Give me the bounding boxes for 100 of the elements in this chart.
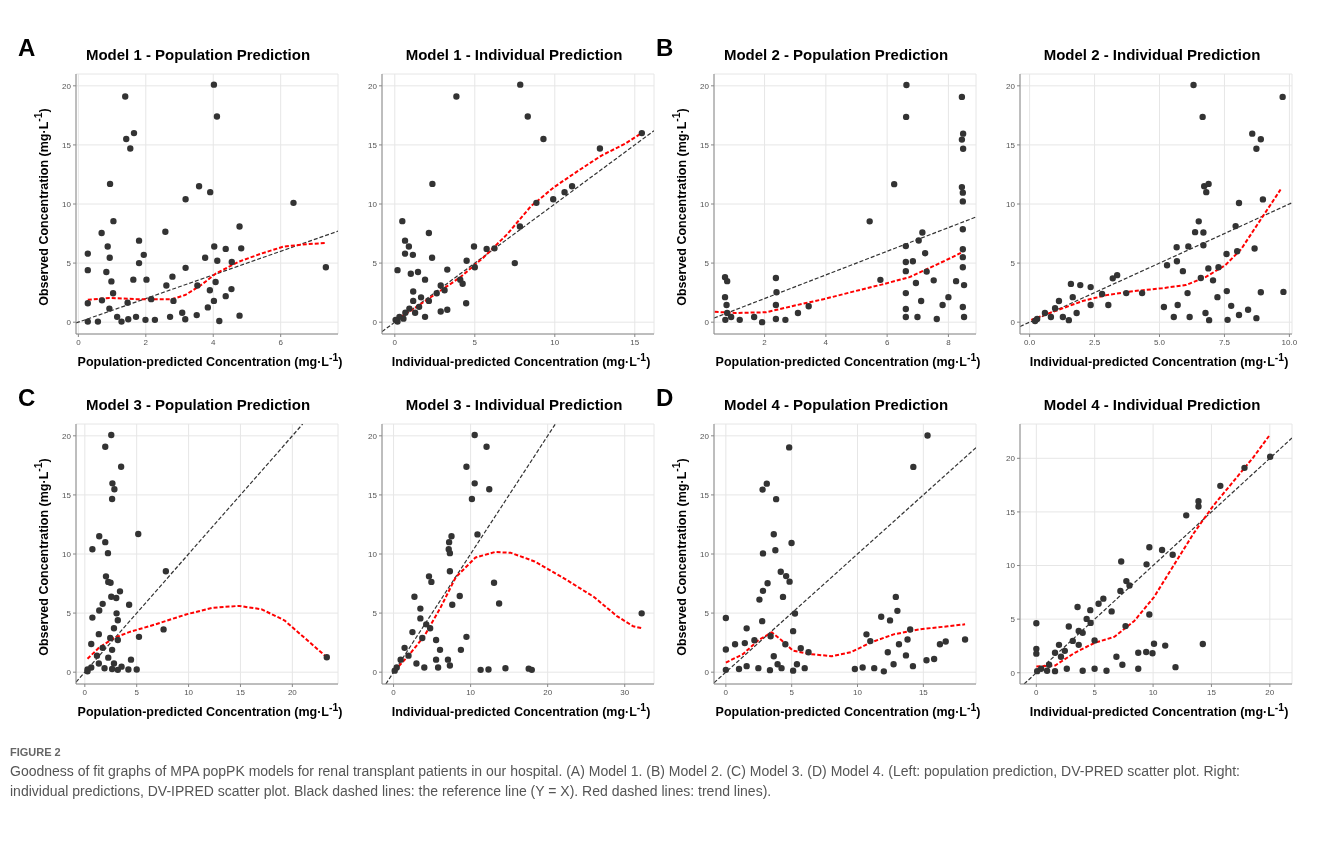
point xyxy=(397,656,404,663)
y-tick-label: 15 xyxy=(62,140,72,150)
point xyxy=(96,607,103,614)
point xyxy=(437,282,444,289)
x-tick-label: 20 xyxy=(1265,687,1275,697)
point xyxy=(960,281,968,289)
point xyxy=(902,258,910,266)
point xyxy=(483,245,490,253)
point xyxy=(93,652,101,659)
chart-title: Model 2 - Individual Prediction xyxy=(1042,46,1262,63)
point xyxy=(723,301,730,309)
point xyxy=(1158,546,1166,554)
y-tick-label: 5 xyxy=(1010,614,1016,624)
point xyxy=(96,533,103,540)
point xyxy=(428,254,436,261)
y-tick-label: 0 xyxy=(704,318,710,328)
point xyxy=(1065,623,1072,630)
point xyxy=(456,592,463,600)
point xyxy=(1103,667,1110,674)
point xyxy=(400,315,407,322)
point xyxy=(95,660,103,667)
y-tick-label: 20 xyxy=(1006,454,1016,464)
point xyxy=(919,229,926,236)
point xyxy=(402,309,409,316)
point xyxy=(727,313,735,321)
point xyxy=(125,666,132,673)
point xyxy=(958,136,966,143)
point xyxy=(958,93,966,101)
y-tick-label: 5 xyxy=(704,258,710,268)
point xyxy=(945,293,952,301)
y-tick-label: 10 xyxy=(62,199,72,209)
point xyxy=(877,276,884,284)
chart-title: Model 1 - Individual Prediction xyxy=(405,46,623,63)
x-tick-label: 10 xyxy=(853,687,863,697)
point xyxy=(782,316,789,323)
point xyxy=(88,640,95,648)
point xyxy=(470,243,478,250)
point xyxy=(1033,620,1040,627)
point xyxy=(1087,606,1094,614)
point xyxy=(568,183,576,190)
point xyxy=(117,463,125,470)
y-tick-label: 0 xyxy=(1010,318,1016,328)
y-tick-label: 0 xyxy=(704,668,710,678)
y-tick-label: 15 xyxy=(700,490,710,500)
point xyxy=(533,199,540,206)
point xyxy=(923,268,930,275)
point xyxy=(939,301,946,309)
y-tick-label: 20 xyxy=(62,431,72,441)
x-tick-label: 7.5 xyxy=(1218,337,1231,347)
chart-title: Model 3 - Individual Prediction xyxy=(405,396,623,413)
point xyxy=(550,196,557,203)
point xyxy=(1241,464,1248,472)
point xyxy=(1069,637,1076,645)
point xyxy=(1162,642,1169,649)
point xyxy=(959,246,967,253)
point xyxy=(425,297,433,305)
y-tick-label: 10 xyxy=(368,549,378,559)
point xyxy=(432,636,440,644)
point xyxy=(410,288,417,295)
point xyxy=(959,254,967,261)
x-tick-label: 0 xyxy=(1034,687,1040,697)
point xyxy=(108,646,116,654)
y-tick-label: 15 xyxy=(1006,140,1016,150)
point xyxy=(471,480,478,487)
y-tick-label: 10 xyxy=(700,549,710,559)
point xyxy=(959,198,967,205)
point xyxy=(449,601,456,608)
point xyxy=(485,666,492,673)
y-tick-label: 15 xyxy=(1006,507,1016,517)
point xyxy=(1146,611,1153,618)
point xyxy=(490,579,498,586)
point xyxy=(1083,615,1090,623)
y-tick-label: 10 xyxy=(62,549,72,559)
point xyxy=(468,495,476,503)
point xyxy=(1172,663,1179,671)
point xyxy=(1079,667,1086,674)
point xyxy=(1117,587,1124,595)
point xyxy=(425,229,433,237)
point xyxy=(1091,637,1098,644)
point xyxy=(135,633,143,641)
point xyxy=(477,666,484,673)
x-axis-title: Population-predicted Concentration (mg·L$^{-1}$) xyxy=(76,352,344,370)
point xyxy=(421,664,428,671)
point xyxy=(105,654,112,661)
x-tick-label: 0 xyxy=(723,687,729,697)
point xyxy=(417,294,425,301)
x-tick-label: 10 xyxy=(466,687,476,697)
point xyxy=(1126,582,1133,589)
point xyxy=(1055,641,1063,649)
point xyxy=(1183,512,1190,519)
y-tick-label: 10 xyxy=(700,199,710,209)
y-tick-label: 5 xyxy=(372,258,378,268)
x-axis-title: Individual-predicted Concentration (mg·L$^{-1}$) xyxy=(1028,702,1290,720)
x-tick-label: 5 xyxy=(1092,687,1098,697)
point xyxy=(446,662,454,669)
point xyxy=(1087,619,1094,627)
point xyxy=(407,270,414,277)
point xyxy=(890,180,898,188)
point xyxy=(444,656,452,663)
point xyxy=(102,443,109,450)
